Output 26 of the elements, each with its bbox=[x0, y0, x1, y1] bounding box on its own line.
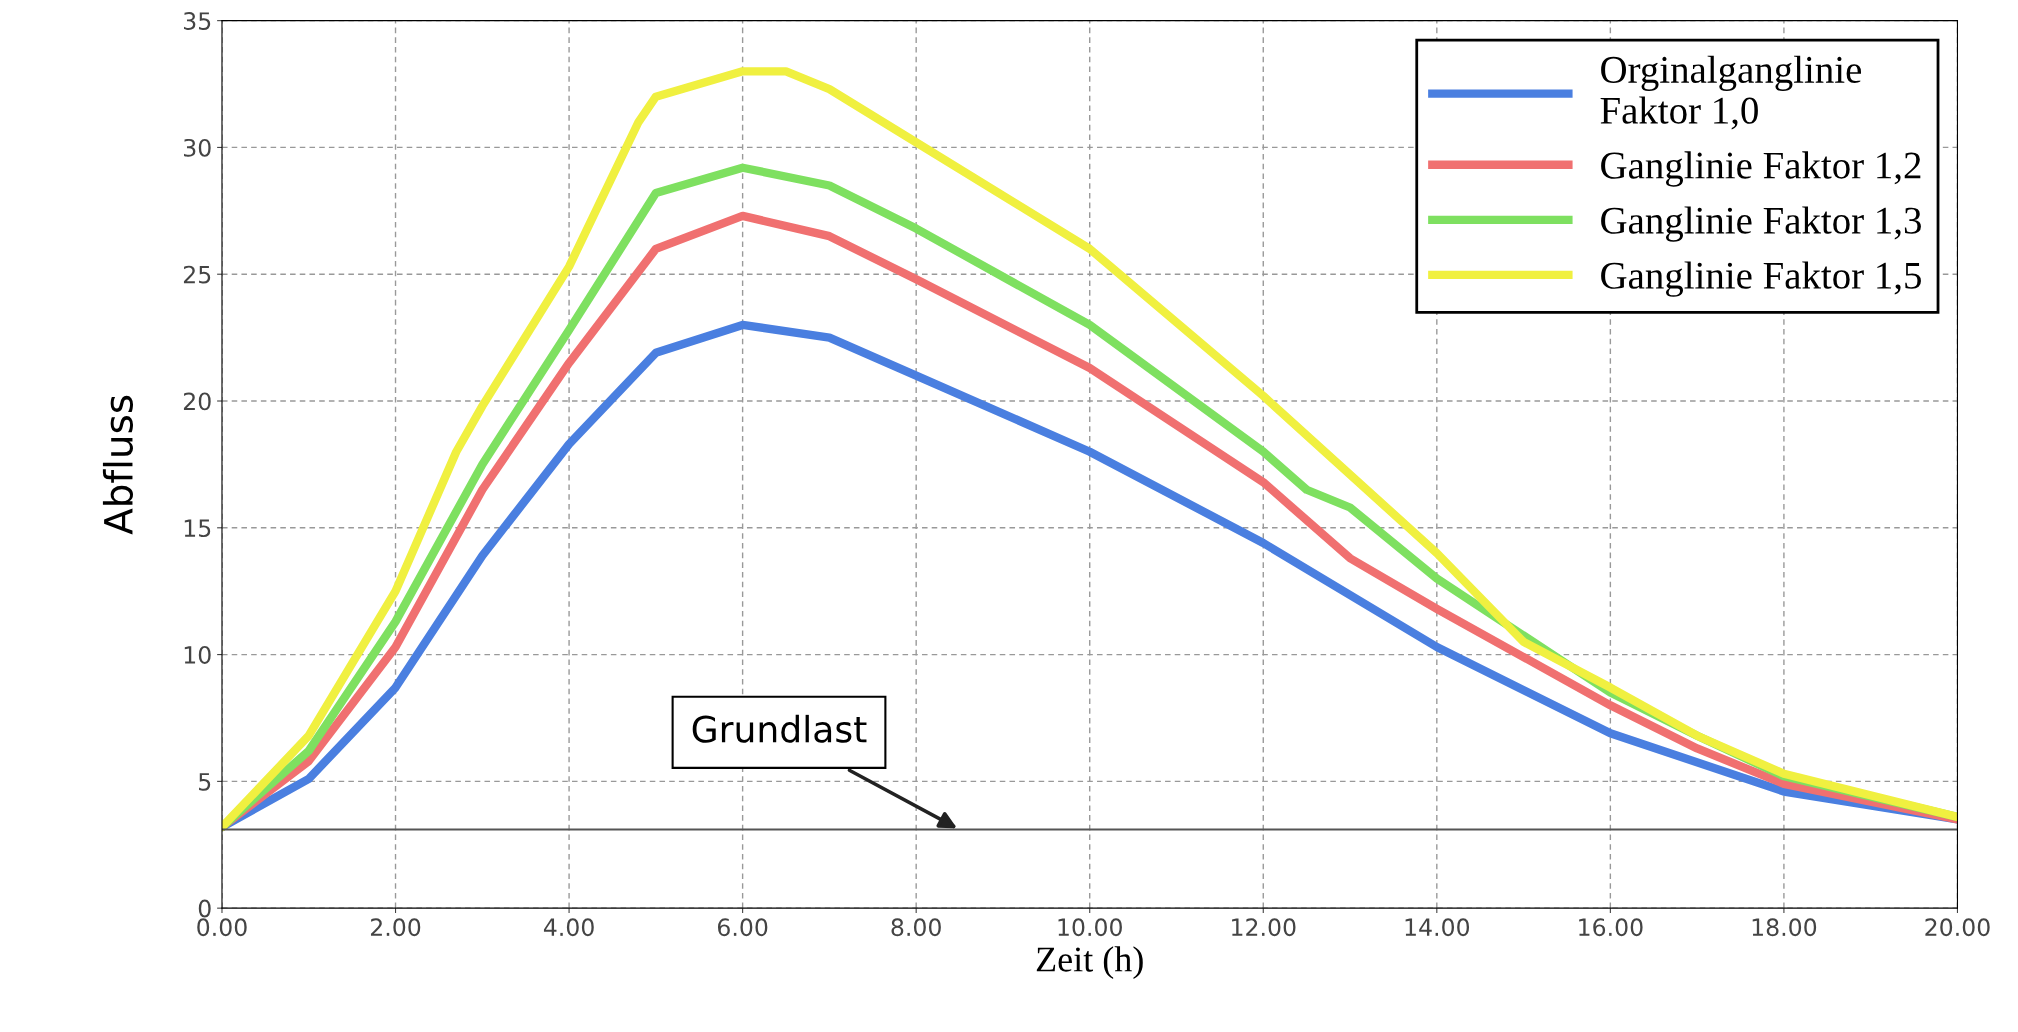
x-tick-label: 0.00 bbox=[197, 918, 247, 937]
y-tick-label: 5 bbox=[199, 773, 211, 791]
legend-label: Orginalganglinie Faktor 1,0 bbox=[1600, 55, 1861, 130]
x-tick-label: 2.00 bbox=[370, 918, 421, 937]
x-tick-label: 10.00 bbox=[1058, 918, 1122, 937]
y-tick-label: 0 bbox=[198, 899, 211, 918]
x-axis-title: Zeit (h) bbox=[1036, 946, 1143, 980]
y-tick-label: 30 bbox=[184, 138, 211, 157]
y-tick-label: 25 bbox=[183, 265, 211, 284]
legend-label: Ganglinie Faktor 1,5 bbox=[1601, 261, 1921, 297]
x-tick-label: 4.00 bbox=[543, 918, 594, 937]
x-tick-label: 14.00 bbox=[1405, 918, 1470, 937]
x-tick-label: 18.00 bbox=[1752, 918, 1817, 937]
y-tick-label: 15 bbox=[184, 519, 211, 538]
y-tick-label: 20 bbox=[183, 392, 211, 411]
y-tick-label: 10 bbox=[184, 646, 211, 664]
y-axis-title: Abfluss bbox=[102, 395, 134, 535]
x-tick-label: 8.00 bbox=[891, 918, 941, 937]
legend-label: Ganglinie Faktor 1,2 bbox=[1601, 151, 1921, 187]
legend-label: Ganglinie Faktor 1,3 bbox=[1601, 206, 1921, 242]
x-tick-label: 20.00 bbox=[1925, 918, 1990, 937]
x-tick-label: 6.00 bbox=[717, 918, 768, 937]
x-tick-label: 12.00 bbox=[1232, 918, 1296, 937]
ref-line-label: Grundlast bbox=[692, 714, 867, 743]
x-tick-label: 16.00 bbox=[1579, 918, 1643, 937]
y-tick-label: 35 bbox=[184, 12, 211, 30]
